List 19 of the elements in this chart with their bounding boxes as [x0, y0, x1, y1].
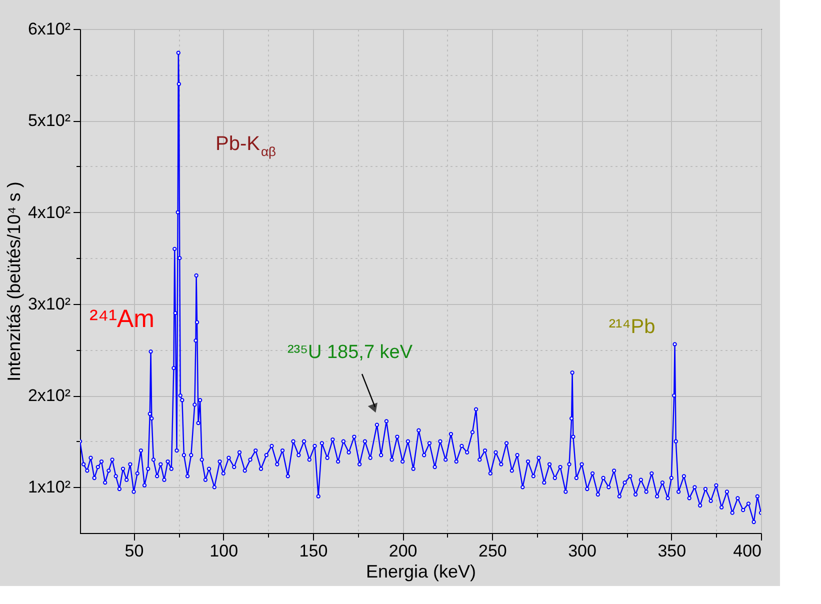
y-tick-label: 4x10²	[28, 202, 71, 222]
x-tick-label: 250	[478, 542, 507, 560]
x-tick-label: 350	[658, 542, 686, 560]
annotation: ²¹⁴Pb	[608, 316, 656, 338]
annotation: ²³⁵U 185,7 keV	[287, 342, 413, 363]
y-axis-title: Intenzitás (beütés/10⁴ s )	[4, 182, 24, 382]
x-tick-label: 300	[568, 542, 596, 560]
x-tick-label: 100	[210, 542, 238, 560]
y-tick-label: 1x10²	[28, 478, 71, 497]
y-tick-label: 5x10²	[28, 111, 71, 130]
x-tick-label: 150	[299, 542, 328, 560]
y-tick-label: 6x10²	[28, 20, 71, 38]
x-axis-title: Energia (keV)	[366, 562, 476, 582]
y-tick-label: 3x10²	[28, 294, 71, 314]
annotation: ²⁴¹Am	[90, 305, 154, 333]
x-tick-label: 400	[733, 542, 762, 560]
y-tick-label: 2x10²	[28, 386, 71, 406]
x-tick-label: 50	[124, 542, 144, 560]
x-tick-label: 200	[388, 542, 418, 560]
